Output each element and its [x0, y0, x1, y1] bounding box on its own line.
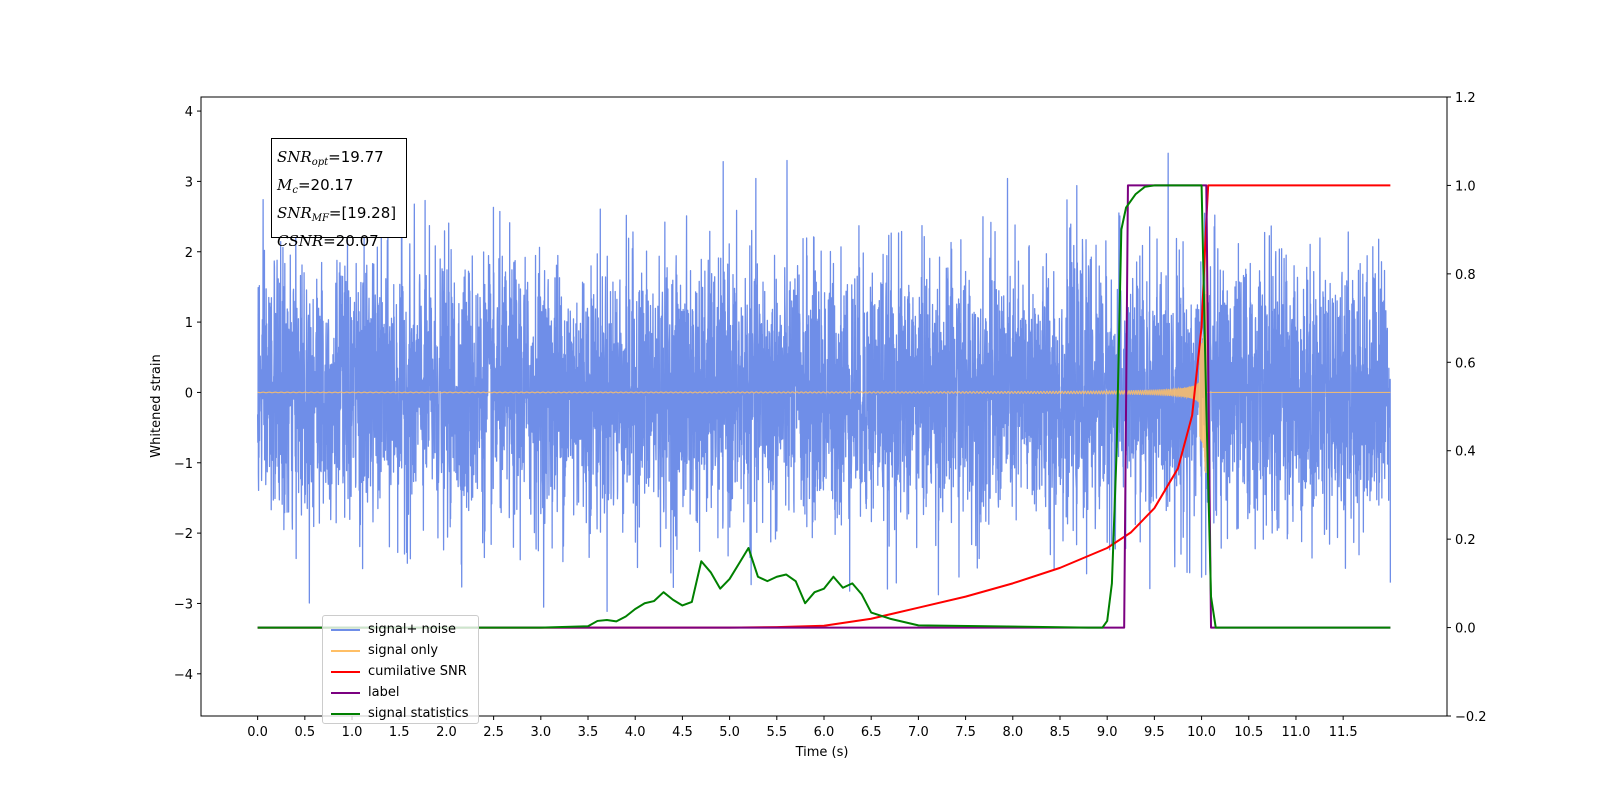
x-tick-label: 2.0: [436, 725, 457, 740]
y-tick-label: −4: [174, 668, 193, 683]
x-tick-label: 9.5: [1144, 725, 1165, 740]
y2-tick-label: 1.0: [1455, 179, 1476, 194]
legend-swatch: [331, 650, 360, 652]
y2-axis-ticks: −0.2 0.0 0.2 0.4 0.6 0.8 1.0 1.2: [1447, 91, 1487, 725]
stats-annotation-box: SNRopt=19.77 Mc=20.17 SNRMF=[19.28] CSNR…: [271, 138, 407, 250]
y-tick-label: −1: [174, 457, 193, 472]
snr-opt-symbol: SNR: [277, 148, 312, 166]
x-tick-label: 0.0: [247, 725, 268, 740]
legend-label: label: [368, 685, 400, 700]
x-tick-label: 8.5: [1050, 725, 1071, 740]
y2-tick-label: 0.6: [1455, 356, 1476, 371]
x-tick-label: 7.0: [908, 725, 929, 740]
x-tick-label: 9.0: [1097, 725, 1118, 740]
x-tick-label: 6.0: [814, 725, 835, 740]
chart-legend: signal+ noise signal only cumilative SNR…: [322, 615, 479, 724]
y-tick-label: 2: [185, 246, 193, 261]
series-signal-noise: [256, 152, 1392, 612]
csnr-symbol: CSNR: [277, 232, 324, 250]
y2-tick-label: 0.4: [1455, 445, 1476, 460]
series-signal-only: [257, 208, 1391, 473]
legend-label: signal statistics: [368, 706, 469, 721]
x-tick-label: 3.5: [578, 725, 599, 740]
x-axis-label: Time (s): [795, 745, 849, 760]
snr-mf-symbol: SNR: [277, 204, 312, 222]
y2-tick-label: 0.0: [1455, 622, 1476, 637]
x-tick-label: 7.5: [955, 725, 976, 740]
x-tick-label: 1.5: [389, 725, 410, 740]
legend-item-signal-noise: signal+ noise: [323, 619, 478, 640]
legend-label: signal+ noise: [368, 622, 457, 637]
snr-opt-row: SNRopt=19.77: [277, 146, 406, 174]
y-axis-ticks: −4 −3 −2 −1 0 1 2 3 4: [174, 105, 201, 683]
mc-value: =20.17: [297, 176, 354, 194]
mc-subscript: c: [292, 185, 298, 196]
x-tick-label: 1.0: [342, 725, 363, 740]
x-tick-label: 3.0: [530, 725, 551, 740]
legend-item-cumulative-snr: cumilative SNR: [323, 661, 478, 682]
x-tick-label: 5.5: [766, 725, 787, 740]
x-tick-label: 5.0: [719, 725, 740, 740]
legend-swatch: [331, 692, 360, 694]
legend-item-signal-statistics: signal statistics: [323, 703, 478, 724]
mc-symbol: M: [277, 176, 293, 194]
x-tick-label: 2.5: [483, 725, 504, 740]
y2-tick-label: 0.8: [1455, 268, 1476, 283]
snr-opt-subscript: opt: [311, 157, 329, 168]
legend-swatch: [331, 671, 360, 673]
x-tick-label: 10.0: [1187, 725, 1216, 740]
y2-tick-label: 0.2: [1455, 533, 1476, 548]
snr-mf-row: SNRMF=[19.28]: [277, 202, 406, 230]
legend-swatch: [331, 629, 360, 631]
y2-tick-label: −0.2: [1455, 710, 1487, 725]
y-axis-label: Whitened strain: [149, 354, 164, 457]
y-tick-label: 0: [185, 386, 193, 401]
y-tick-label: −2: [174, 527, 193, 542]
plot-area: [256, 152, 1392, 629]
y-tick-label: 1: [185, 316, 193, 331]
x-tick-label: 4.5: [672, 725, 693, 740]
snr-mf-subscript: MF: [311, 213, 329, 224]
legend-item-label: label: [323, 682, 478, 703]
csnr-value: =20.07: [323, 232, 379, 250]
x-axis-ticks: 0.0 0.5 1.0 1.5 2.0 2.5 3.0 3.5 4.0 4.5 5.0 5.5 6.0 6…: [247, 716, 1358, 740]
series-signal-statistics: [257, 184, 1391, 629]
snr-mf-value: =[19.28]: [328, 204, 397, 222]
legend-item-signal-only: signal only: [323, 640, 478, 661]
x-tick-label: 6.5: [861, 725, 882, 740]
mc-row: Mc=20.17: [277, 174, 406, 202]
x-tick-label: 0.5: [294, 725, 315, 740]
legend-label: cumilative SNR: [368, 664, 467, 679]
x-tick-label: 10.5: [1234, 725, 1263, 740]
legend-swatch: [331, 713, 360, 715]
x-tick-label: 11.0: [1281, 725, 1310, 740]
snr-opt-value: =19.77: [328, 148, 384, 166]
x-tick-label: 8.0: [1002, 725, 1023, 740]
y-tick-label: 4: [185, 105, 193, 120]
y-tick-label: −3: [174, 597, 193, 612]
x-tick-label: 11.5: [1329, 725, 1358, 740]
legend-label: signal only: [368, 643, 439, 658]
y2-tick-label: 1.2: [1455, 91, 1476, 106]
x-tick-label: 4.0: [625, 725, 646, 740]
y-tick-label: 3: [185, 175, 193, 190]
csnr-row: CSNR=20.07: [277, 230, 406, 253]
